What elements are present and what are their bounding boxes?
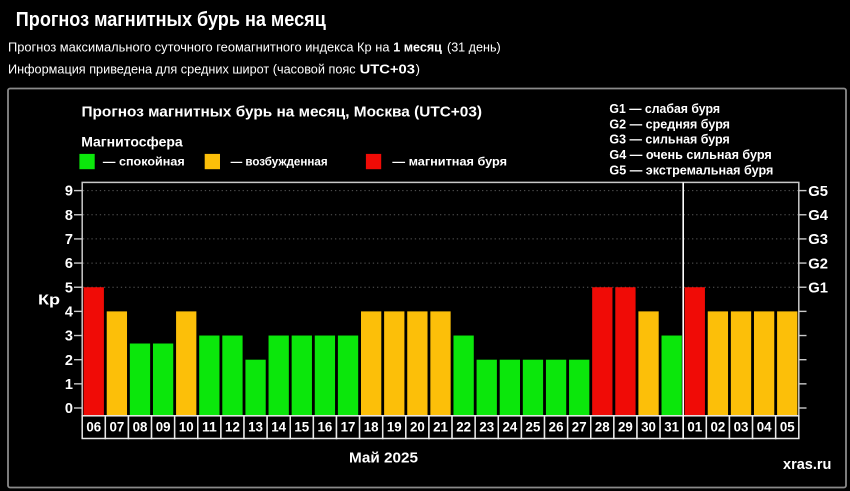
svg-text:Прогноз максимального суточног: Прогноз максимального суточного геомагни… [8,40,390,55]
svg-text:8: 8 [65,208,73,224]
svg-text:Кр: Кр [38,293,60,309]
svg-text:01: 01 [687,419,702,435]
svg-text:24: 24 [502,419,517,435]
svg-text:G4 — очень сильная буря: G4 — очень сильная буря [609,147,771,162]
svg-text:Май 2025: Май 2025 [349,450,418,467]
svg-text:1 месяц: 1 месяц [393,40,442,55]
svg-text:G4: G4 [808,208,829,224]
svg-text:21: 21 [433,419,448,435]
svg-text:1: 1 [65,377,73,393]
svg-text:2: 2 [65,353,73,369]
svg-text:06: 06 [86,419,101,435]
svg-text:— магнитная буря: — магнитная буря [392,155,507,169]
svg-text:G3: G3 [808,232,828,248]
svg-text:Прогноз магнитных бурь на меся: Прогноз магнитных бурь на месяц [16,8,326,31]
svg-text:14: 14 [271,419,286,435]
svg-text:Информация приведена для средн: Информация приведена для средних широт (… [8,62,356,77]
svg-text:04: 04 [757,419,772,435]
svg-text:30: 30 [641,419,656,435]
svg-text:G2: G2 [808,256,828,272]
svg-text:29: 29 [618,419,633,435]
svg-text:15: 15 [294,419,309,435]
svg-text:G1: G1 [808,280,828,296]
svg-text:11: 11 [202,419,217,435]
svg-text:G5 — экстремальная буря: G5 — экстремальная буря [609,162,773,177]
svg-text:6: 6 [65,256,73,272]
svg-text:5: 5 [65,280,73,296]
svg-text:23: 23 [479,419,494,435]
svg-text:9: 9 [65,184,73,200]
svg-text:UTC+03: UTC+03 [360,62,415,77]
svg-text:xras.ru: xras.ru [783,457,831,473]
svg-text:02: 02 [710,419,725,435]
svg-text:G3 — сильная буря: G3 — сильная буря [609,132,729,147]
svg-text:26: 26 [549,419,564,435]
svg-text:20: 20 [410,419,425,435]
svg-text:07: 07 [109,419,124,435]
svg-text:4: 4 [65,304,73,320]
svg-text:13: 13 [248,419,263,435]
svg-text:3: 3 [65,329,73,345]
svg-text:Прогноз магнитных бурь на меся: Прогноз магнитных бурь на месяц, Москва … [82,103,483,120]
svg-text:27: 27 [572,419,587,435]
svg-text:25: 25 [526,419,541,435]
svg-text:22: 22 [456,419,471,435]
svg-text:17: 17 [341,419,356,435]
svg-text:09: 09 [156,419,171,435]
svg-text:— спокойная: — спокойная [103,155,185,169]
svg-text:05: 05 [780,419,795,435]
svg-text:G2 — средняя буря: G2 — средняя буря [609,116,730,131]
svg-text:03: 03 [734,419,749,435]
svg-text:28: 28 [595,419,610,435]
svg-text:G5: G5 [808,184,828,200]
svg-text:G1 — слабая буря: G1 — слабая буря [609,101,720,116]
svg-text:Магнитосфера: Магнитосфера [81,133,183,149]
svg-text:31: 31 [664,419,679,435]
svg-text:7: 7 [65,232,73,248]
svg-text:08: 08 [133,419,148,435]
svg-text:10: 10 [179,419,194,435]
svg-text:0: 0 [65,401,73,417]
svg-text:16: 16 [318,419,333,435]
svg-text:): ) [416,62,420,77]
svg-text:18: 18 [364,419,379,435]
svg-text:12: 12 [225,419,240,435]
svg-text:— возбужденная: — возбужденная [231,155,328,169]
svg-text:(31 день): (31 день) [447,40,501,55]
svg-text:19: 19 [387,419,402,435]
